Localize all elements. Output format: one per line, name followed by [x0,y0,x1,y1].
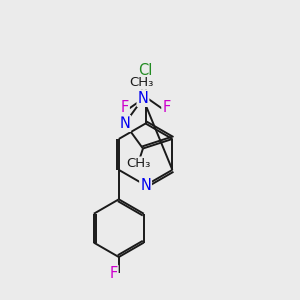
Text: N: N [140,178,151,193]
Text: CH₃: CH₃ [126,158,150,170]
Text: Cl: Cl [138,63,153,78]
Text: F: F [110,266,118,281]
Text: N: N [137,91,148,106]
Text: F: F [162,100,170,116]
Text: CH₃: CH₃ [129,76,153,89]
Text: N: N [119,116,130,131]
Text: F: F [121,100,129,116]
